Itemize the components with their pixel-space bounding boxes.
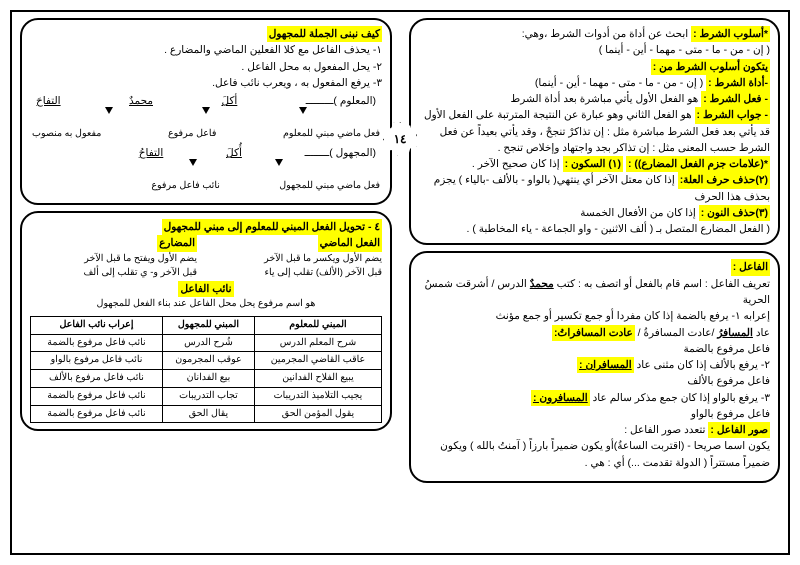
- fael-l3b: المسافرون :: [531, 390, 590, 406]
- d1-b3: مفعول به منصوب: [32, 127, 101, 142]
- right-column: *أسلوب الشرط : ابحث عن أداة من أدوات الش…: [400, 12, 788, 553]
- tw-title: ٤ - تحويل الفعل المبني للمعلوم إلى مبني …: [162, 219, 382, 235]
- shart-gawab: - جواب الشرط :: [695, 107, 770, 123]
- cell: شرح المعلم الدرس: [254, 334, 381, 352]
- cell: يجيب التلاميذ التدريبات: [254, 387, 381, 405]
- tw-c2b: قبل الآخر و- ي تقلب إلى ألف: [30, 266, 197, 281]
- th-2: المبني للمجهول: [162, 317, 254, 335]
- fael-l2a: ٢- يرفع بالألف إذا كان مثنى عاد: [634, 359, 770, 371]
- cell: بيع الفدانان: [162, 370, 254, 388]
- tw-h2: المضارع: [157, 235, 197, 251]
- fael-e1c: /عادت المسافرةُ /: [635, 327, 715, 339]
- tw-h1: الفعل الماضي: [318, 235, 382, 251]
- cell: نائب فاعل مرفوع بالضمة: [31, 334, 163, 352]
- diagram-maaloom: (المعلوم )ـــــــــ أكلَ محمدٌ التفاحَ ف…: [30, 93, 382, 143]
- cell: نائب فاعل مرفوع بالضمة: [31, 387, 163, 405]
- cell: عوقب المجرمون: [162, 352, 254, 370]
- table-row: شرح المعلم الدرس شُرح الدرس نائب فاعل مر…: [31, 334, 382, 352]
- mg-title: كيف نبنى الجملة للمجهول: [267, 26, 382, 42]
- shart-adah-txt: ( إن - من - ما - متى - مهما - أين - أينم…: [535, 77, 703, 89]
- shart-fel-txt: هو الفعل الأول يأتي مباشرة بعد أداة الشر…: [510, 93, 698, 105]
- cell: نائب فاعل مرفوع بالضمة: [31, 405, 163, 423]
- maghool-box: كيف نبنى الجملة للمجهول ١- يحذف الفاعل م…: [20, 18, 392, 205]
- shart-adah: -أداة الشرط :: [706, 75, 770, 91]
- cell: شُرح الدرس: [162, 334, 254, 352]
- shart-a2: (٢)حذف حرف العلة:: [678, 172, 770, 188]
- fael-e1d: عادت المسافراتُ:: [552, 325, 635, 341]
- shart-a1: (١) السكون :: [563, 156, 623, 172]
- shart-intro: ابحث عن أداة من أدوات الشرط ،وهي:: [522, 28, 688, 40]
- shart-a3t: إذا كان من الأفعال الخمسة: [580, 207, 696, 219]
- fael-sowar-line: يكون اسما صريحا - (اقتربت الساعةُ)أو يكو…: [440, 440, 770, 468]
- fael-l3a: ٣- يرفع بالواو إذا كان جمع مذكر سالم عاد: [590, 392, 770, 404]
- cell: نائب فاعل مرفوع بالألف: [31, 370, 163, 388]
- cell: يقول المؤمن الحق: [254, 405, 381, 423]
- arrow-icon: [202, 107, 210, 114]
- fael-box: الفاعل : تعريف الفاعل : اسم قام بالفعل أ…: [409, 251, 780, 483]
- fael-title: الفاعل :: [731, 259, 770, 275]
- table-row: يقول المؤمن الحق يقال الحق نائب فاعل مرف…: [31, 405, 382, 423]
- fael-irab: إعرابه ١- يرفع بالضمة إذا كان مفردا أو ج…: [496, 310, 770, 322]
- table-header: المبني للمعلوم المبني للمجهول إعراب نائب…: [31, 317, 382, 335]
- fael-l3t: فاعل مرفوع بالواو: [691, 408, 770, 420]
- tahweel-box: ٤ - تحويل الفعل المبني للمعلوم إلى مبني …: [20, 211, 392, 431]
- tw-c1b: قبل الآخر (الألف) تقلب إلى ياء: [215, 266, 382, 281]
- shart-fel: - فعل الشرط :: [701, 91, 770, 107]
- fael-def: تعريف الفاعل : اسم قام بالفعل أو اتصف به…: [554, 278, 770, 290]
- mg-r1: ١- يحذف الفاعل مع كلا الفعلين الماضي وال…: [164, 44, 382, 56]
- arrow-icon: [299, 107, 307, 114]
- d2-b2: نائب فاعل مرفوع: [151, 179, 220, 194]
- shart-title: *أسلوب الشرط :: [691, 26, 770, 42]
- tahweel-table: المبني للمعلوم المبني للمجهول إعراب نائب…: [30, 316, 382, 423]
- cell: يبيع الفلاح الفدانين: [254, 370, 381, 388]
- table-row: يجيب التلاميذ التدريبات تجاب التدريبات ن…: [31, 387, 382, 405]
- th-3: إعراب نائب الفاعل: [31, 317, 163, 335]
- arrow-icon: [105, 107, 113, 114]
- cell: عاقب القاضي المجرمين: [254, 352, 381, 370]
- tw-naeb-txt: هو اسم مرفوع يحل محل الفاعل عند بناء الف…: [30, 297, 382, 312]
- fael-sowar-txt: تتعدد صور الفاعل :: [624, 424, 705, 436]
- fael-sowar: صور الفاعل :: [708, 422, 770, 438]
- fael-ex1: محمدٌ: [530, 278, 554, 290]
- cell: تجاب التدريبات: [162, 387, 254, 405]
- shart-yakun: يتكون أسلوب الشرط من :: [651, 59, 770, 75]
- tw-naeb: نائب الفاعل: [178, 281, 233, 297]
- mg-r2: ٢- يحل المفعول به محل الفاعل .: [241, 61, 382, 73]
- cell: نائب فاعل مرفوع بالواو: [31, 352, 163, 370]
- table-row: عاقب القاضي المجرمين عوقب المجرمون نائب …: [31, 352, 382, 370]
- tw-c2a: يضم الأول ويفتح ما قبل الآخر: [30, 252, 197, 267]
- shart-af5: ( الفعل المضارع المتصل بـ ( ألف الاثنين …: [467, 223, 770, 235]
- d1-b2: فاعل مرفوع: [168, 127, 216, 142]
- fael-e1a: عاد: [753, 327, 770, 339]
- fael-l2t: فاعل مرفوع بالألف: [687, 375, 770, 387]
- diagram-maghool: (المجهول )ــــــــ أُكلَ التفاحُ فعل ماض…: [30, 145, 382, 195]
- cell: يقال الحق: [162, 405, 254, 423]
- shart-tools: ( إن - من - ما - متى - مهما - أين - أينم…: [599, 44, 770, 56]
- shart-a3: (٣)حذف النون :: [699, 205, 770, 221]
- tw-c1a: يضم الأول ويكسر ما قبل الآخر: [215, 252, 382, 267]
- fael-l1: فاعل مرفوع بالضمة: [683, 343, 770, 355]
- fael-l2b: المسافران :: [577, 357, 634, 373]
- shart-a1t: إذا كان صحيح الآخر .: [472, 158, 560, 170]
- shart-alamat: *(علامات جزم الفعل المضارع)) :: [626, 156, 770, 172]
- th-1: المبني للمعلوم: [254, 317, 381, 335]
- arrow-icon: [275, 159, 283, 166]
- d1-b1: فعل ماضي مبني للمعلوم: [283, 127, 380, 142]
- arrow-icon: [189, 159, 197, 166]
- left-column: كيف نبنى الجملة للمجهول ١- يحذف الفاعل م…: [12, 12, 400, 553]
- shart-box: *أسلوب الشرط : ابحث عن أداة من أدوات الش…: [409, 18, 780, 245]
- mg-r3: ٣- يرفع المفعول به ، ويعرب نائب فاعل.: [212, 77, 382, 89]
- table-row: يبيع الفلاح الفدانين بيع الفدانان نائب ف…: [31, 370, 382, 388]
- fael-e1b: المسافرُ: [717, 327, 753, 339]
- d2-b1: فعل ماضي مبني للمجهول: [279, 179, 380, 194]
